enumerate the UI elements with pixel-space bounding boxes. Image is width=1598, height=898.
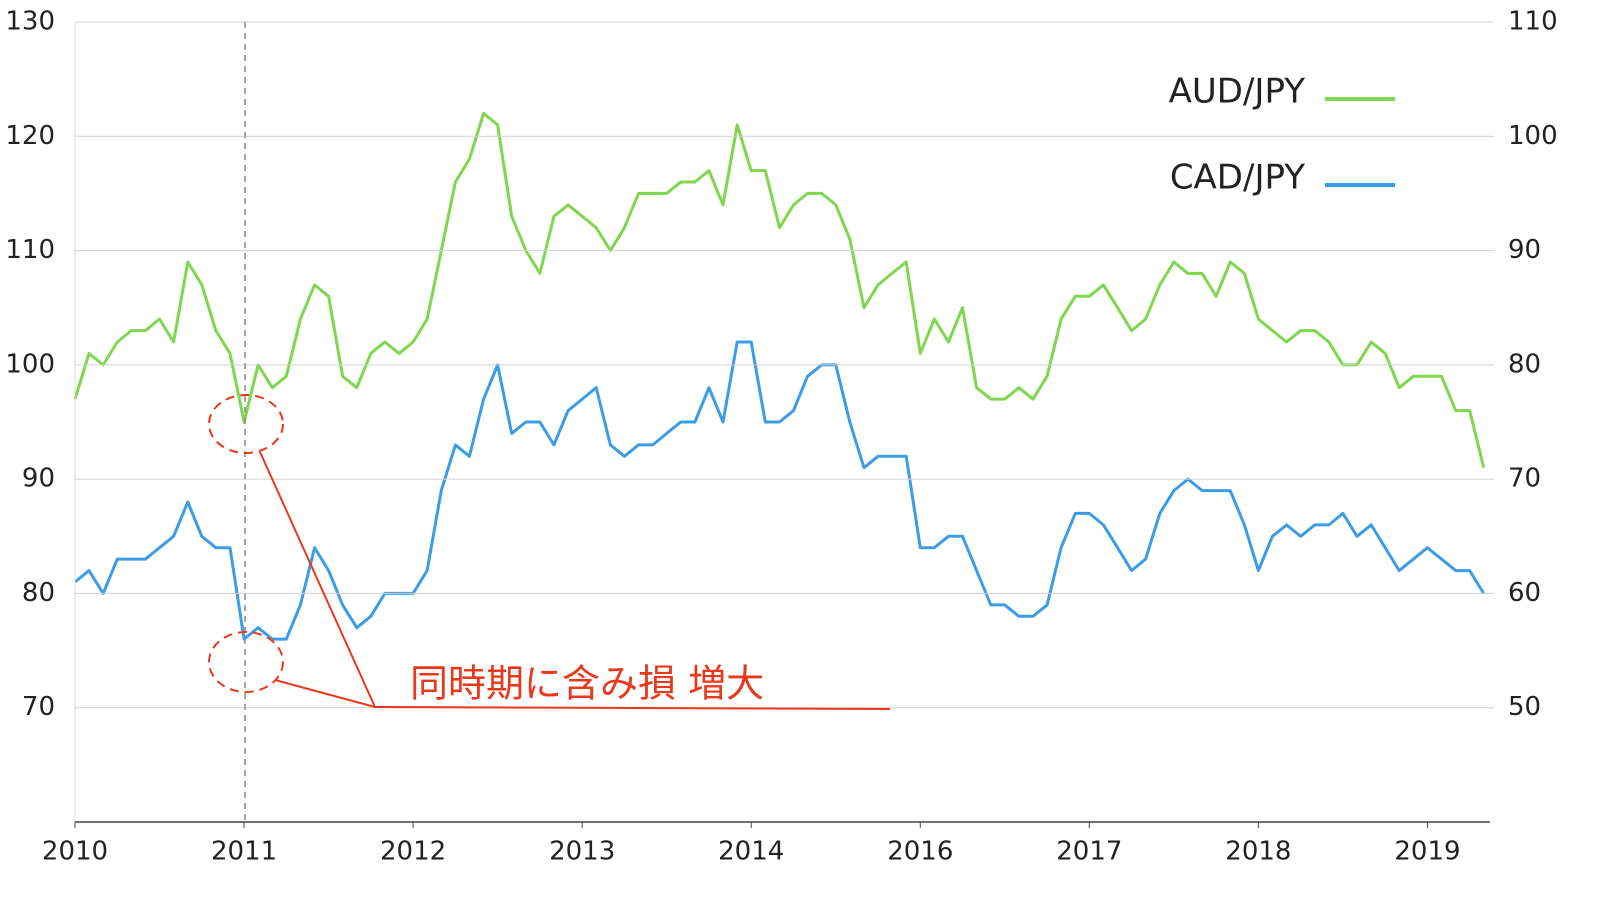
y2-tick-label: 70 <box>1508 464 1541 494</box>
x-tick-label: 2010 <box>42 837 108 867</box>
x-tick-label: 2013 <box>549 837 615 867</box>
highlight-circle <box>208 394 284 454</box>
y-tick-label: 100 <box>5 349 55 379</box>
x-tick-label: 2018 <box>1225 837 1291 867</box>
y2-tick-label: 60 <box>1508 578 1541 608</box>
x-tick-label: 2014 <box>718 837 784 867</box>
callout-line <box>274 679 376 708</box>
series-line <box>73 111 1486 469</box>
y-tick-label: 70 <box>22 692 55 722</box>
y2-tick-label: 110 <box>1508 7 1558 37</box>
x-tick-label: 2016 <box>887 837 953 867</box>
y-tick-label: 80 <box>22 578 55 608</box>
y2-tick-label: 80 <box>1508 349 1541 379</box>
series-line <box>74 340 1485 641</box>
x-tick-label: 2017 <box>1056 837 1122 867</box>
highlight-circle <box>208 631 284 693</box>
y-tick-label: 120 <box>5 121 55 151</box>
legend-label: AUD/JPY <box>1169 72 1306 112</box>
y-tick-label: 130 <box>5 7 55 37</box>
legend-label: CAD/JPY <box>1170 158 1305 198</box>
x-tick-label: 2019 <box>1394 837 1460 867</box>
x-tick-label: 2012 <box>380 837 446 867</box>
y2-tick-label: 90 <box>1508 235 1541 265</box>
y-tick-label: 90 <box>22 464 55 494</box>
x-tick-label: 2011 <box>211 837 277 867</box>
annotation: 同時期に含み損 増大 <box>410 662 764 706</box>
y-tick-label: 110 <box>5 235 55 265</box>
y2-tick-label: 100 <box>1508 121 1558 151</box>
y2-tick-label: 50 <box>1508 692 1541 722</box>
